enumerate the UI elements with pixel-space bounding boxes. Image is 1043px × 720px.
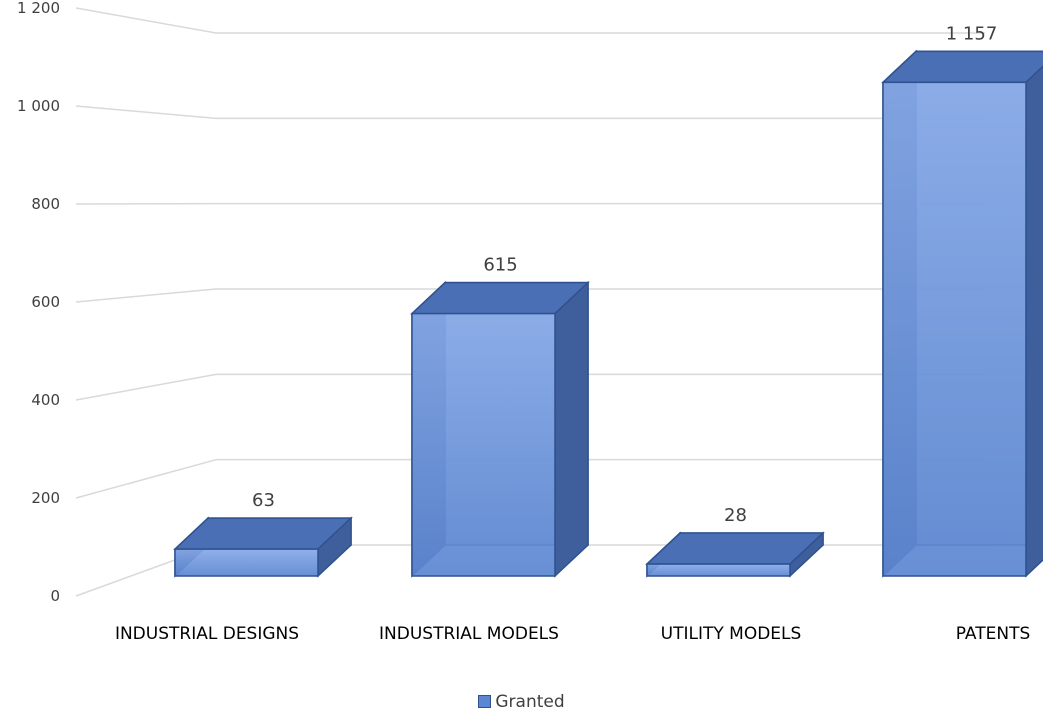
y-tick-label: 1 200 <box>17 0 60 17</box>
data-labels: 63 615 28 1 157 <box>252 23 997 526</box>
bar-right-face <box>1025 65 1043 578</box>
gridline-diagonal <box>75 458 217 499</box>
x-category-label: PATENTS <box>956 624 1031 644</box>
legend-swatch <box>478 695 492 708</box>
y-tick-label: 0 <box>50 587 60 605</box>
y-tick-label: 600 <box>31 293 60 311</box>
bar-front-face <box>646 563 791 577</box>
gridline-diagonal <box>75 7 217 34</box>
y-axis-ticks: 0 200 400 600 800 1 000 1 200 <box>17 0 60 605</box>
bar <box>645 531 825 578</box>
gridline-diagonal <box>75 373 217 401</box>
data-label: 63 <box>252 490 275 511</box>
gridline-diagonal <box>75 288 217 303</box>
y-tick-label: 800 <box>31 195 60 213</box>
gridline-diagonal <box>75 105 217 120</box>
data-label: 615 <box>483 255 517 276</box>
data-label: 1 157 <box>946 23 998 44</box>
x-axis-categories: INDUSTRIAL DESIGNS INDUSTRIAL MODELS UTILI… <box>115 624 1030 644</box>
bar <box>881 49 1043 578</box>
bar <box>173 516 353 578</box>
data-label: 28 <box>724 505 747 526</box>
bar-front-face <box>882 81 1027 577</box>
bar <box>410 280 590 578</box>
y-tick-label: 1 000 <box>17 97 60 115</box>
legend-label: Granted <box>495 692 565 712</box>
bars <box>173 49 1043 578</box>
bar-right-face <box>554 280 589 578</box>
x-category-label: UTILITY MODELS <box>661 624 802 644</box>
x-category-label: INDUSTRIAL MODELS <box>379 624 559 644</box>
bar-front-face <box>174 548 319 577</box>
x-category-label: INDUSTRIAL DESIGNS <box>115 624 299 644</box>
bar-top-face <box>881 50 1043 84</box>
bar-front-face <box>411 312 556 577</box>
y-tick-label: 400 <box>31 391 60 409</box>
y-tick-label: 200 <box>31 489 60 507</box>
legend: Granted <box>0 692 1043 712</box>
